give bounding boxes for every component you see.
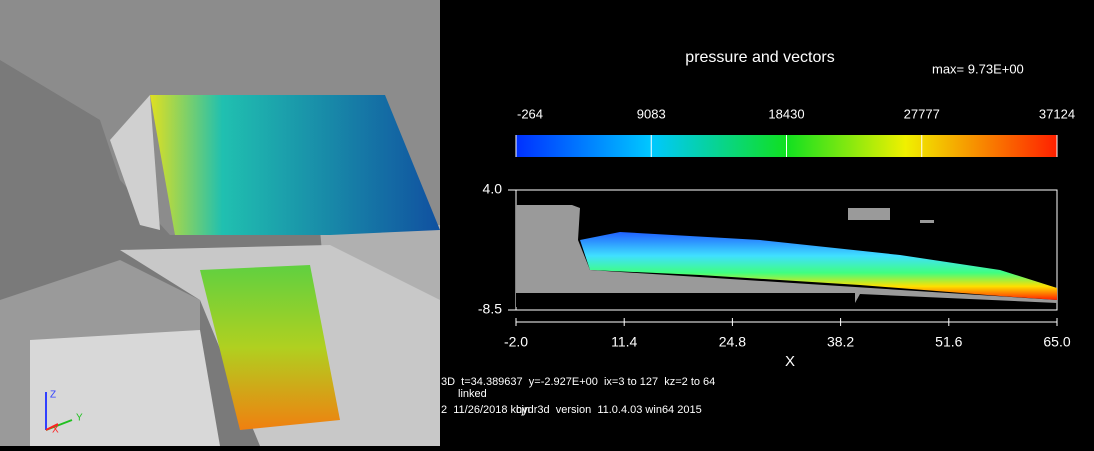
x-tick-label: 65.0 bbox=[1043, 334, 1070, 350]
x-tick-label: 11.4 bbox=[611, 334, 637, 350]
x-axis-label: X bbox=[785, 353, 795, 370]
plot-title: pressure and vectors bbox=[685, 49, 834, 66]
flow-section bbox=[516, 205, 1057, 307]
colorbar-tick-label: 27777 bbox=[904, 106, 940, 121]
colorbar-tick-label: 18430 bbox=[768, 106, 804, 121]
view-3d bbox=[0, 0, 440, 446]
footer-line: hydr3d version 11.0.4.03 win64 2015 bbox=[516, 404, 702, 416]
max-label: max= 9.73E+00 bbox=[932, 61, 1024, 76]
y-tick-label: -8.5 bbox=[478, 301, 502, 317]
footer-line: linked bbox=[458, 388, 487, 400]
x-tick-label: -2.0 bbox=[504, 334, 528, 350]
colorbar-tick-label: -264 bbox=[517, 106, 543, 121]
axis-label: Z bbox=[50, 390, 56, 401]
colorbar-tick-label: 9083 bbox=[637, 106, 666, 121]
x-tick-label: 51.6 bbox=[935, 334, 962, 350]
colorbar-tick-label: 37124 bbox=[1039, 106, 1075, 121]
footer-line: 2 11/26/2018 kcjn bbox=[441, 404, 530, 416]
axis-label: Y bbox=[76, 413, 83, 424]
x-tick-label: 24.8 bbox=[719, 334, 746, 350]
axis-triad: Z Y X bbox=[50, 390, 83, 436]
x-tick-label: 38.2 bbox=[827, 334, 854, 350]
y-tick-label: 4.0 bbox=[483, 181, 503, 197]
footer-line: 3D t=34.389637 y=-2.927E+00 ix=3 to 127 … bbox=[441, 376, 715, 388]
axis-label: X bbox=[52, 425, 59, 436]
footer: 3D t=34.389637 y=-2.927E+00 ix=3 to 127 … bbox=[441, 376, 715, 416]
